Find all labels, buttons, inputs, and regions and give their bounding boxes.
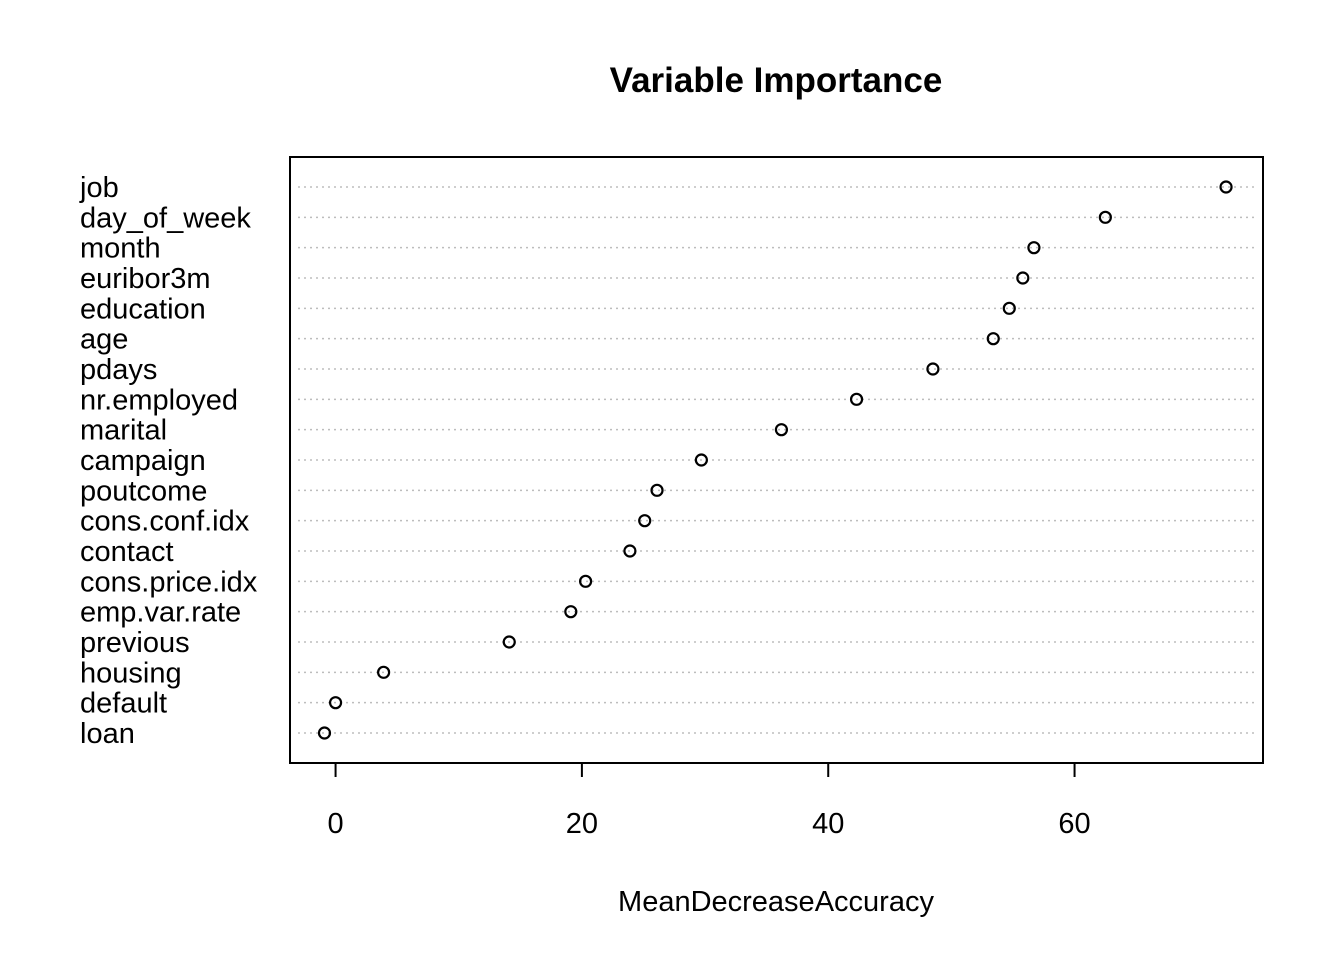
data-point — [1016, 271, 1030, 285]
data-point — [638, 514, 652, 528]
category-label: job — [79, 172, 119, 204]
category-label: education — [80, 293, 206, 325]
category-label: month — [80, 233, 161, 265]
data-point — [774, 423, 789, 437]
category-label: cons.price.idx — [80, 566, 258, 598]
category-label: contact — [80, 536, 174, 568]
category-label: age — [80, 324, 128, 356]
data-point — [1027, 241, 1041, 255]
chart-title: Variable Importance — [610, 61, 943, 100]
category-label: emp.var.rate — [80, 597, 241, 629]
x-tick-label: 60 — [1058, 808, 1090, 840]
data-point — [1098, 210, 1112, 224]
data-point — [650, 483, 664, 497]
plot-frame — [289, 156, 1264, 764]
category-label: day_of_week — [80, 202, 251, 234]
category-label: cons.conf.idx — [80, 506, 250, 538]
category-label: euribor3m — [80, 263, 211, 295]
category-label: pdays — [80, 354, 157, 386]
x-axis: 0 20 40 60 — [328, 762, 1091, 840]
data-point — [986, 332, 1000, 346]
data-point — [623, 544, 637, 558]
data-point — [694, 453, 708, 467]
grid-lines — [298, 186, 1255, 734]
data-point — [849, 392, 864, 406]
data-point — [377, 665, 391, 679]
category-label: campaign — [80, 445, 206, 477]
data-point — [317, 726, 332, 740]
data-point — [564, 605, 578, 619]
data-point — [502, 635, 516, 649]
data-point — [1219, 180, 1233, 194]
data-point — [1002, 301, 1016, 315]
category-label: nr.employed — [80, 384, 238, 416]
data-point — [328, 696, 343, 710]
data-point — [926, 362, 940, 376]
category-label: marital — [80, 415, 167, 447]
category-labels: jobday_of_weekmontheuribor3meducationage… — [79, 172, 258, 750]
x-tick-label: 20 — [566, 808, 598, 840]
category-label: default — [80, 688, 167, 720]
x-tick-label: 40 — [812, 808, 844, 840]
x-axis-title: MeanDecreaseAccuracy — [618, 886, 934, 918]
x-tick-label: 0 — [328, 808, 344, 840]
data-points — [317, 180, 1233, 740]
data-point — [578, 574, 593, 588]
category-label: poutcome — [80, 475, 207, 507]
category-label: housing — [80, 657, 182, 689]
category-label: previous — [80, 627, 190, 659]
category-label: loan — [80, 718, 135, 750]
